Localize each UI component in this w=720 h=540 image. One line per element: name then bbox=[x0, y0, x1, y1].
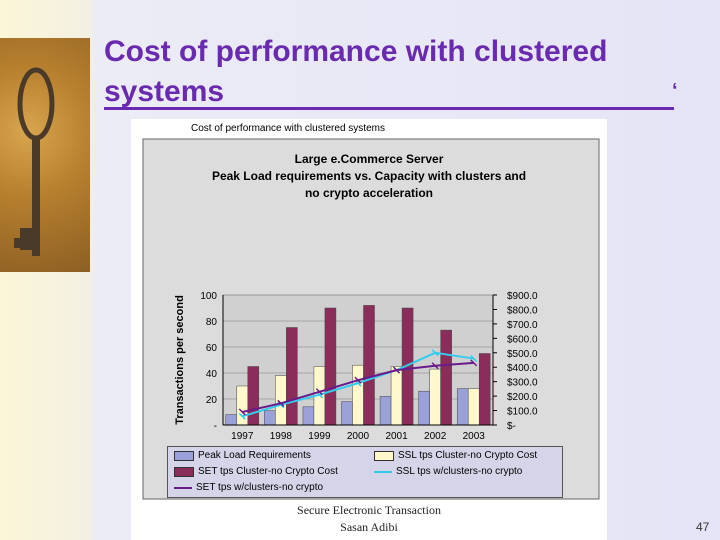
legend-item-ssl-cost: SSL tps Cluster-no Crypto Cost bbox=[374, 450, 537, 461]
bar-peak-load-requirements bbox=[341, 401, 353, 426]
bar-set-tps-cluster-no-crypto-cost bbox=[440, 329, 452, 426]
legend-label: Peak Load Requirements bbox=[198, 450, 311, 461]
x-tick-label: 2003 bbox=[463, 431, 486, 442]
line-point bbox=[431, 362, 439, 370]
bar-peak-load-requirements bbox=[225, 414, 238, 426]
line-point bbox=[393, 366, 401, 374]
chart-svg: Large e.Commerce Server Peak Load require… bbox=[142, 138, 600, 500]
x-tick-label: 1997 bbox=[231, 431, 254, 442]
line-point bbox=[238, 408, 246, 416]
legend-item-set-line: SET tps w/clusters-no crypto bbox=[174, 482, 323, 493]
legend-label: SET tps w/clusters-no crypto bbox=[196, 482, 324, 493]
chart-panel: Cost of performance with clustered syste… bbox=[131, 119, 607, 540]
line-point bbox=[238, 412, 246, 420]
legend-item-ssl-line: SSL tps w/clusters-no crypto bbox=[374, 466, 522, 477]
bar-peak-load-requirements bbox=[264, 410, 276, 426]
legend-swatch bbox=[174, 466, 194, 477]
title-underline bbox=[104, 107, 674, 110]
legend-label: SSL tps Cluster-no Crypto Cost bbox=[398, 450, 538, 461]
footer-line-2: Sasan Adibi bbox=[340, 520, 398, 534]
bar-set-tps-cluster-no-crypto-cost bbox=[286, 327, 298, 426]
legend-line-swatch bbox=[374, 470, 392, 473]
bar-ssl-tps-cluster-no-crypto-cost bbox=[429, 368, 441, 426]
line-point bbox=[354, 376, 362, 384]
legend-item-peak-load: Peak Load Requirements bbox=[174, 450, 311, 461]
line-point bbox=[315, 388, 323, 396]
chart-title-line: Peak Load requirements vs. Capacity with… bbox=[212, 169, 526, 183]
chart-header: Cost of performance with clustered syste… bbox=[191, 123, 385, 134]
y2-tick-label: $600.0 bbox=[507, 334, 538, 345]
bar-ssl-tps-cluster-no-crypto-cost bbox=[275, 375, 287, 426]
bar-ssl-tps-cluster-no-crypto-cost bbox=[467, 388, 480, 426]
y-tick-label: 20 bbox=[206, 395, 218, 406]
y2-tick-label: $300.0 bbox=[507, 378, 538, 389]
line-point bbox=[431, 349, 439, 357]
legend-label: SET tps Cluster-no Crypto Cost bbox=[198, 466, 338, 477]
bar-peak-load-requirements bbox=[418, 390, 430, 426]
y-axis-label: Transactions per second bbox=[174, 295, 186, 425]
decorative-quote-mark: ‘ bbox=[672, 80, 678, 102]
x-tick-label: 1999 bbox=[308, 431, 331, 442]
y-tick-label: - bbox=[214, 421, 217, 432]
legend-swatch bbox=[174, 450, 194, 461]
bar-peak-load-requirements bbox=[456, 388, 469, 426]
line-point bbox=[277, 399, 285, 407]
chart-title-line: no crypto acceleration bbox=[305, 186, 433, 200]
x-tick-label: 2000 bbox=[347, 431, 370, 442]
x-tick-label: 2001 bbox=[385, 431, 408, 442]
y2-tick-label: $400.0 bbox=[507, 363, 538, 374]
y2-tick-label: $100.0 bbox=[507, 407, 538, 418]
key-photo bbox=[0, 38, 90, 272]
chart-title-line: Large e.Commerce Server bbox=[295, 152, 444, 166]
footer-line-1: Secure Electronic Transaction bbox=[297, 503, 441, 517]
y-tick-label: 40 bbox=[206, 369, 218, 380]
y2-tick-label: $200.0 bbox=[507, 392, 538, 403]
y2-tick-label: $700.0 bbox=[507, 320, 538, 331]
bar-set-tps-cluster-no-crypto-cost bbox=[478, 353, 491, 426]
bar-ssl-tps-cluster-no-crypto-cost bbox=[352, 364, 364, 426]
bar-ssl-tps-cluster-no-crypto-cost bbox=[390, 366, 403, 426]
legend-swatch bbox=[374, 450, 394, 461]
legend-item-set-cost: SET tps Cluster-no Crypto Cost bbox=[174, 466, 338, 477]
x-tick-label: 2002 bbox=[424, 431, 447, 442]
legend-line-swatch bbox=[174, 486, 192, 489]
bar-set-tps-cluster-no-crypto-cost bbox=[247, 366, 260, 426]
y2-tick-label: $900.0 bbox=[507, 291, 538, 302]
y2-tick-label: $500.0 bbox=[507, 349, 538, 360]
line-point bbox=[470, 355, 478, 363]
legend-label: SSL tps w/clusters-no crypto bbox=[396, 466, 523, 477]
bar-ssl-tps-cluster-no-crypto-cost bbox=[236, 385, 249, 426]
chart-legend: Peak Load Requirements SSL tps Cluster-n… bbox=[167, 446, 563, 498]
antique-key-icon bbox=[14, 67, 55, 256]
bar-set-tps-cluster-no-crypto-cost bbox=[363, 305, 375, 426]
bar-peak-load-requirements bbox=[379, 396, 392, 426]
y2-tick-label: $800.0 bbox=[507, 305, 538, 316]
y-tick-label: 100 bbox=[200, 291, 217, 302]
line-point bbox=[470, 359, 478, 367]
x-tick-label: 1998 bbox=[270, 431, 293, 442]
slide-title: Cost of performance with clustered syste… bbox=[104, 35, 608, 108]
y-tick-label: 80 bbox=[206, 317, 218, 328]
slide-number: 47 bbox=[696, 520, 710, 534]
y2-tick-label: $- bbox=[507, 421, 516, 432]
bar-peak-load-requirements bbox=[302, 406, 315, 426]
bar-set-tps-cluster-no-crypto-cost bbox=[324, 307, 337, 426]
y-tick-label: 60 bbox=[206, 343, 218, 354]
